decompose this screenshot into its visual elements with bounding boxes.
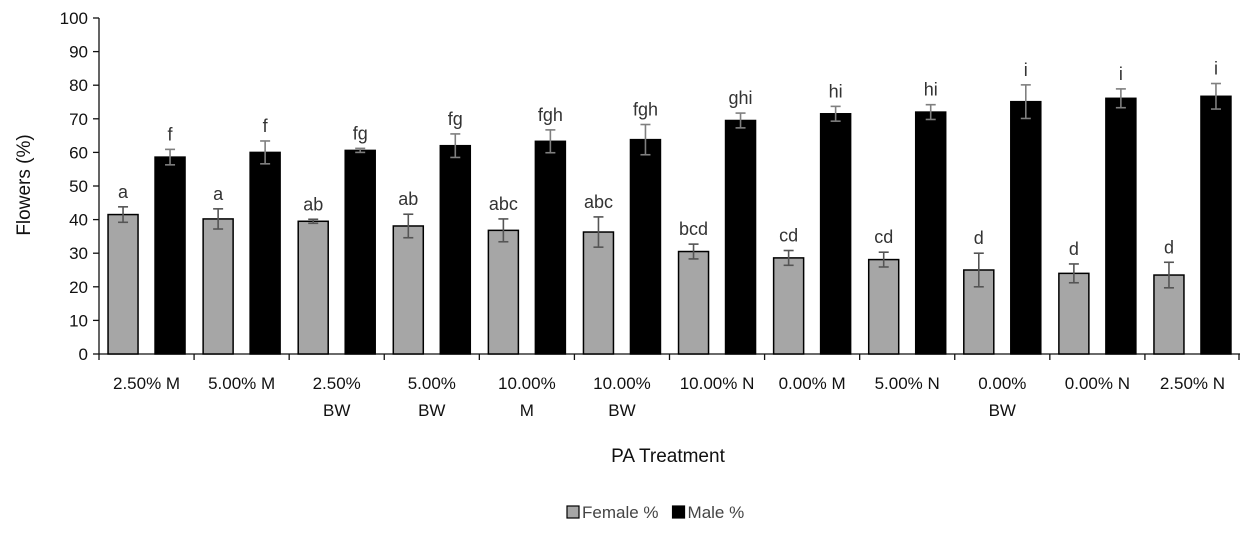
y-axis-title: Flowers (%) [14, 134, 35, 235]
bar-male [819, 113, 852, 355]
bar-female [202, 218, 234, 355]
bar-male [724, 119, 757, 355]
bar-female [582, 231, 615, 355]
x-tick-label: 0.00% M [779, 374, 846, 393]
significance-label: d [1069, 239, 1079, 259]
significance-label: fgh [633, 100, 658, 120]
x-tick-label: M [520, 401, 534, 420]
y-tick-label: 40 [69, 211, 88, 230]
significance-label: ghi [729, 88, 753, 108]
bar-male [154, 156, 186, 355]
significance-label: d [974, 228, 984, 248]
significance-label: cd [874, 227, 893, 247]
significance-label: hi [829, 81, 843, 101]
bar-female [297, 220, 329, 355]
legend-swatch [566, 505, 580, 519]
x-tick-label: 2.50% N [1160, 374, 1225, 393]
significance-label: hi [924, 80, 938, 100]
x-axis-title: PA Treatment [611, 446, 725, 467]
legend-label: Male % [688, 503, 745, 522]
x-tick-label: 5.00% N [875, 374, 940, 393]
y-tick-label: 10 [69, 311, 88, 330]
significance-label: cd [779, 226, 798, 246]
x-tick-label: BW [323, 401, 350, 420]
x-tick-label: 5.00% M [208, 374, 275, 393]
significance-label: i [1214, 59, 1218, 79]
significance-label: f [168, 124, 174, 144]
bar-male [249, 151, 281, 355]
significance-label: a [213, 184, 224, 204]
significance-label: abc [584, 192, 613, 212]
y-tick-label: 60 [69, 143, 88, 162]
bar-female [487, 229, 520, 355]
y-tick-label: 50 [69, 177, 88, 196]
x-tick-label: 10.00% [498, 374, 556, 393]
significance-label: ab [303, 194, 323, 214]
y-tick-label: 80 [69, 76, 88, 95]
bar-female [867, 258, 900, 355]
legend: Female % Male % [566, 503, 745, 522]
significance-label: fgh [538, 105, 563, 125]
y-tick-label: 0 [79, 345, 88, 364]
x-tick-label: 10.00% [593, 374, 651, 393]
bar-male [439, 144, 472, 355]
x-tick-label: BW [608, 401, 635, 420]
legend-label: Female % [582, 503, 659, 522]
significance-label: d [1164, 237, 1174, 257]
bar-female [1058, 272, 1090, 355]
significance-label: i [1024, 60, 1028, 80]
bar-male [1200, 95, 1232, 355]
y-tick-label: 100 [60, 9, 88, 28]
x-tick-label: BW [418, 401, 445, 420]
significance-label: f [263, 116, 269, 136]
bar-female [677, 250, 710, 355]
y-tick-label: 90 [69, 43, 88, 62]
bar-male [629, 138, 662, 355]
x-tick-label: 5.00% [408, 374, 456, 393]
y-tick-label: 30 [69, 244, 88, 263]
bar-female [392, 225, 425, 355]
significance-label: bcd [679, 219, 708, 239]
x-tick-label: 0.00% [978, 374, 1026, 393]
x-tick-label: 2.50% [313, 374, 361, 393]
bar-female [772, 257, 805, 355]
bar-male [344, 149, 376, 355]
significance-label: fg [448, 109, 463, 129]
x-tick-label: 10.00% N [680, 374, 755, 393]
significance-label: ab [398, 189, 418, 209]
significance-label: a [118, 182, 129, 202]
bar-male [914, 111, 947, 355]
plot-area: 0 10 20 30 40 50 60 70 80 90 100 2.50% M 5.00% M 2.50… [60, 9, 1240, 420]
y-tick-label: 20 [69, 278, 88, 297]
x-tick-label: 2.50% M [113, 374, 180, 393]
significance-label: i [1119, 64, 1123, 84]
significance-label: abc [489, 194, 518, 214]
bar-male [1010, 100, 1042, 355]
bar-female [107, 213, 139, 355]
significance-label: fg [353, 123, 368, 143]
x-tick-label: 0.00% N [1065, 374, 1130, 393]
y-tick-label: 70 [69, 110, 88, 129]
bar-male [1105, 97, 1137, 355]
x-tick-label: BW [989, 401, 1016, 420]
bar-male [534, 140, 567, 355]
legend-swatch [671, 505, 686, 519]
